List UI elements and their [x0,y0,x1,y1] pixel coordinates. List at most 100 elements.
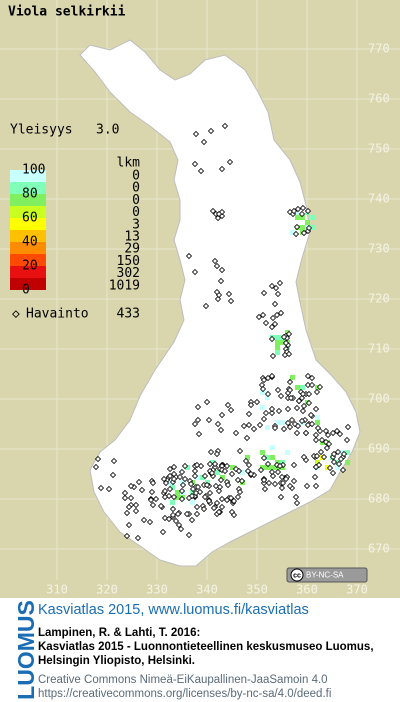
density-cell [210,460,215,465]
observation-marker [127,494,135,502]
x-tick-label: 330 [146,583,168,597]
density-cell [295,215,300,220]
observation-marker [286,378,294,386]
observation-marker [285,330,293,338]
observation-marker [324,431,332,439]
density-cell [310,215,315,220]
observation-marker [316,383,324,391]
observation-marker [329,469,337,477]
observation-marker [274,386,282,394]
density-cell [315,460,320,465]
observation-marker [183,510,191,518]
observation-marker [213,499,221,507]
observation-marker [286,482,294,490]
count-value: 0 [132,181,140,196]
observation-marker [197,167,205,175]
observation-marker [127,482,135,490]
observation-marker [271,424,279,432]
count-value: 3 [132,217,140,232]
observation-marker [294,205,302,213]
observation-marker [161,487,169,495]
observation-marker [344,423,352,431]
density-cell [275,350,280,355]
y-tick-label: 750 [368,142,390,156]
observation-marker [333,427,341,435]
observation-marker [262,319,270,327]
density-cell [260,465,265,470]
observation-marker [292,493,300,501]
density-cell [200,475,205,480]
observation-marker [149,479,157,487]
observation-marker [304,207,312,215]
observation-marker [135,478,143,486]
observation-marker [253,398,261,406]
observation-marker [323,444,331,452]
observation-marker [308,381,316,389]
count-value: 0 [132,205,140,220]
observation-marker [216,483,224,491]
observation-marker [260,376,268,384]
observation-marker [284,419,292,427]
density-cell [185,465,190,470]
observation-marker [260,476,268,484]
observation-marker [218,266,226,274]
observation-marker [260,289,268,297]
observation-marker [264,374,272,382]
observation-marker [330,458,338,466]
observation-marker [170,463,178,471]
observation-marker [176,473,184,481]
observation-marker [181,462,189,470]
observation-marker [179,481,187,489]
observation-marker [227,297,235,305]
observation-marker [208,469,216,477]
density-cell [345,450,350,455]
y-tick-label: 690 [368,442,390,456]
observation-marker [213,288,221,296]
observation-marker [250,425,258,433]
observation-marker [278,484,286,492]
observation-marker [312,482,320,490]
observation-marker [290,207,298,215]
observation-marker [178,487,186,495]
observation-marker [97,484,105,492]
observation-marker [166,485,174,493]
observation-marker [121,494,129,502]
y-tick-label: 720 [368,292,390,306]
observation-marker [191,472,199,480]
observation-marker [147,496,155,504]
observation-marker [334,448,342,456]
y-tick-label: 740 [368,192,390,206]
observation-label: Havainto [26,307,89,322]
observation-marker [159,528,167,536]
observation-marker [201,493,209,501]
x-tick-label: 360 [296,583,318,597]
observation-marker [282,339,290,347]
observation-marker [194,403,202,411]
observation-marker [94,455,102,463]
observation-marker [308,420,316,428]
observation-marker [226,158,234,166]
observation-marker [213,262,221,270]
density-cell [175,495,180,500]
observation-marker [188,516,196,524]
density-cell [295,385,300,390]
observation-marker [284,405,292,413]
observation-marker [313,452,321,460]
observation-marker [255,313,263,321]
observation-marker [109,471,117,479]
observation-marker [262,409,270,417]
scale-label: 40 [22,235,38,250]
scale-label: 20 [22,259,38,274]
observation-marker [302,429,310,437]
legend-swatch [10,206,46,218]
density-cell [315,420,320,425]
observation-marker [274,290,282,298]
observation-marker [215,508,223,516]
observation-marker [275,407,283,415]
observation-marker [194,483,202,491]
legend-swatch [10,278,46,290]
observation-marker [285,350,293,358]
badge-text: BY-NC-SA [306,571,344,580]
observation-marker [234,493,242,501]
observation-marker [295,397,303,405]
